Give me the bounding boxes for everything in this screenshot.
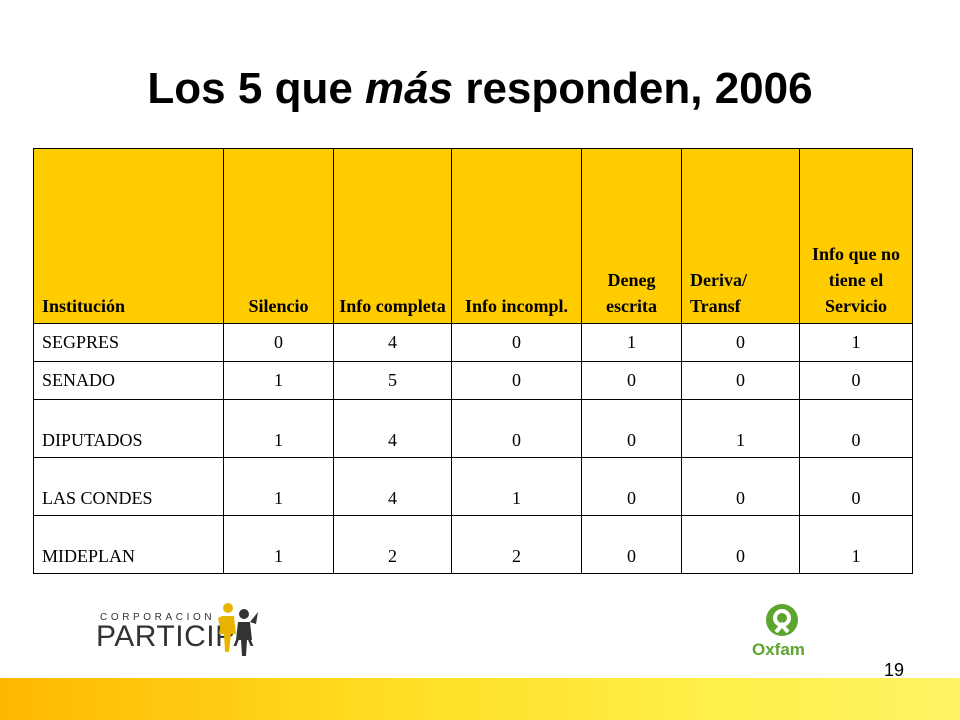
- value-cell: 1: [223, 399, 334, 458]
- value-cell: 0: [581, 361, 682, 400]
- table-row: MIDEPLAN 1 2 2 0 0 1: [33, 515, 913, 574]
- table-header-row: Institución Silencio Info completa Info …: [33, 148, 913, 324]
- institution-cell: MIDEPLAN: [33, 515, 224, 574]
- value-cell: 2: [333, 515, 452, 574]
- value-cell: 2: [451, 515, 582, 574]
- value-cell: 0: [581, 457, 682, 516]
- value-cell: 0: [223, 323, 334, 362]
- institution-cell: DIPUTADOS: [33, 399, 224, 458]
- value-cell: 1: [581, 323, 682, 362]
- value-cell: 1: [451, 457, 582, 516]
- header-silencio: Silencio: [223, 148, 334, 324]
- oxfam-circle-icon: [766, 604, 798, 636]
- value-cell: 1: [799, 515, 913, 574]
- value-cell: 4: [333, 323, 452, 362]
- header-institucion: Institución: [33, 148, 224, 324]
- participa-figures-icon: [218, 603, 258, 656]
- value-cell: 0: [581, 399, 682, 458]
- value-cell: 5: [333, 361, 452, 400]
- value-cell: 1: [223, 457, 334, 516]
- value-cell: 0: [681, 361, 800, 400]
- title-prefix: Los 5 que: [147, 64, 366, 113]
- bottom-yellow-bar: [0, 678, 960, 720]
- header-deriva-transf: Deriva/ Transf: [681, 148, 800, 324]
- header-info-no-tiene: Info que no tiene el Servicio: [799, 148, 913, 324]
- title-suffix: responden, 2006: [453, 64, 813, 113]
- responses-table: Institución Silencio Info completa Info …: [33, 148, 913, 574]
- value-cell: 0: [581, 515, 682, 574]
- title-emphasis: más: [365, 64, 454, 113]
- header-deneg-escrita: Deneg escrita: [581, 148, 682, 324]
- value-cell: 0: [799, 399, 913, 458]
- value-cell: 0: [681, 457, 800, 516]
- oxfam-logo: Oxfam: [752, 604, 816, 664]
- value-cell: 0: [681, 323, 800, 362]
- logo-small-text: CORPORACION: [100, 612, 216, 623]
- institution-cell: LAS CONDES: [33, 457, 224, 516]
- table-row: SEGPRES 0 4 0 1 0 1: [33, 323, 913, 362]
- page-number: 19: [883, 660, 904, 680]
- value-cell: 1: [223, 515, 334, 574]
- institution-cell: SEGPRES: [33, 323, 224, 362]
- corporacion-participa-logo: CORPORACION PARTICIPA: [96, 600, 266, 662]
- institution-cell: SENADO: [33, 361, 224, 400]
- value-cell: 0: [451, 399, 582, 458]
- value-cell: 0: [681, 515, 800, 574]
- slide-title: Los 5 que más responden, 2006: [0, 64, 960, 114]
- header-info-incompl: Info incompl.: [451, 148, 582, 324]
- oxfam-wordmark: Oxfam: [752, 640, 805, 659]
- table-row: LAS CONDES 1 4 1 0 0 0: [33, 457, 913, 516]
- value-cell: 0: [451, 361, 582, 400]
- value-cell: 0: [799, 361, 913, 400]
- table-row: SENADO 1 5 0 0 0 0: [33, 361, 913, 400]
- table-row: DIPUTADOS 1 4 0 0 1 0: [33, 399, 913, 458]
- value-cell: 1: [681, 399, 800, 458]
- value-cell: 0: [451, 323, 582, 362]
- value-cell: 0: [799, 457, 913, 516]
- header-info-completa: Info completa: [333, 148, 452, 324]
- value-cell: 4: [333, 399, 452, 458]
- value-cell: 4: [333, 457, 452, 516]
- value-cell: 1: [223, 361, 334, 400]
- value-cell: 1: [799, 323, 913, 362]
